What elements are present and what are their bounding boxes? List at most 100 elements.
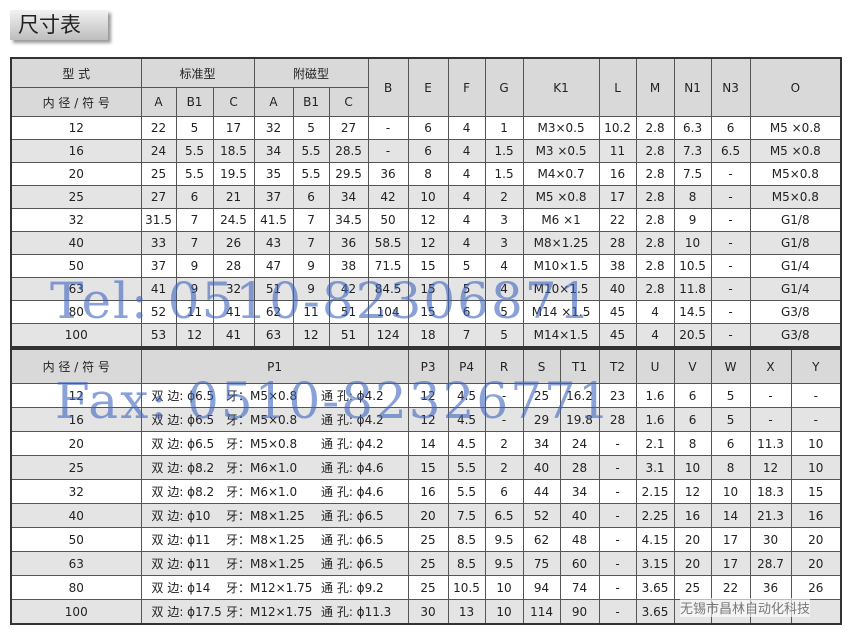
- cell: 6: [407, 139, 449, 163]
- header-cell: N1: [673, 57, 712, 117]
- cell: 4.15: [635, 527, 675, 552]
- cell: M5×0.8: [749, 185, 842, 209]
- cell: 12: [10, 116, 142, 140]
- header-cell: 标准型: [140, 57, 255, 88]
- cell: G1/8: [749, 208, 842, 232]
- cell: 34: [559, 479, 600, 504]
- cell: 3: [484, 208, 524, 232]
- cell: 双 边: ϕ6.5: [140, 407, 226, 432]
- cell: 40: [10, 503, 142, 528]
- table-row: 16 24 5.5 18.5 34 5.5 28.5-6 4 1.5 M3 ×0.5 11 2.8 7.…: [10, 139, 842, 163]
- cell: 63: [10, 277, 142, 301]
- cell: 通 孔: ϕ4.6: [321, 479, 409, 504]
- cell: -: [749, 407, 792, 432]
- table-row: 内 径 / 符 号 A B1 C A B1 C: [10, 87, 841, 117]
- cell: 8: [710, 455, 751, 480]
- table-row: 32 31.5 7 24.5 41.5 7 34.5 50 12 4 3 M6 ×1 22 2.8 9- G1…: [10, 208, 842, 232]
- cell: 7.5: [673, 162, 712, 186]
- cell: 5: [292, 116, 330, 140]
- cell: 11: [292, 300, 330, 324]
- cell: 18.5: [212, 139, 255, 163]
- cell: 47: [253, 254, 294, 278]
- cell: 45: [598, 300, 637, 324]
- cell: 32: [253, 116, 294, 140]
- table-row: 63 双 边: ϕ11 牙：M8×1.25 通 孔: ϕ6.5 25 8.5 9.5 75 60…: [10, 551, 842, 576]
- cell: G3/8: [749, 300, 842, 324]
- cell: 80: [10, 575, 142, 600]
- table-row: 12 22 5 17 32 5 27-6 4 1 M3×0.5 10.2 2.8 6.3 6 M5 ×0.8: [10, 116, 842, 140]
- cell: 牙：M6×1.0: [226, 479, 321, 504]
- cell: 31.5: [140, 208, 177, 232]
- cell: 21.3: [749, 503, 792, 528]
- cell: 3.65: [635, 575, 675, 600]
- header-cell: S: [522, 348, 561, 384]
- header-cell: O: [749, 57, 842, 117]
- cell: 51: [328, 300, 369, 324]
- cell: 29: [522, 407, 561, 432]
- cell: 通 孔: ϕ4.2: [321, 383, 409, 408]
- cell: 9.5: [484, 551, 524, 576]
- table-row: 50 双 边: ϕ11 牙：M8×1.25 通 孔: ϕ6.5 25 8.5 9.5 62 48…: [10, 527, 842, 552]
- cell: 63: [253, 323, 294, 348]
- cell: -: [598, 527, 637, 552]
- header-cell: P4: [447, 348, 486, 384]
- cell: M3×0.5: [522, 116, 600, 140]
- cell: 5.5: [175, 162, 214, 186]
- header-cell: X: [749, 348, 792, 384]
- table-row: 50 37 9 28 47 9 38 71.5 15 5 4 M10×1.5 38 2.8 10.5- G1/…: [10, 254, 842, 278]
- cell: 94: [522, 575, 561, 600]
- cell: 2.8: [635, 139, 675, 163]
- cell: 25: [673, 575, 712, 600]
- cell: 7: [447, 323, 486, 348]
- cell: 4: [447, 116, 486, 140]
- cell: 34: [253, 139, 294, 163]
- header-cell: L: [598, 57, 637, 117]
- cell: 25: [10, 185, 142, 209]
- title: 尺寸表: [10, 10, 108, 40]
- cell: 9.5: [484, 527, 524, 552]
- cell: 28: [212, 254, 255, 278]
- cell: 6.5: [710, 139, 751, 163]
- cell: 双 边: ϕ8.2: [140, 455, 226, 480]
- cell: 100: [10, 323, 142, 348]
- watermark: Tel: 0510-82306871: [50, 272, 593, 330]
- cell: 1.5: [484, 162, 524, 186]
- cell: 7.5: [447, 503, 486, 528]
- cell: 通 孔: ϕ4.2: [321, 407, 409, 432]
- cell: -: [598, 479, 637, 504]
- header-cell: B: [367, 57, 409, 117]
- cell: 2: [484, 455, 524, 480]
- cell: 22: [598, 208, 637, 232]
- cell: 25: [522, 383, 561, 408]
- cell: 28.5: [328, 139, 369, 163]
- cell: 20: [790, 527, 842, 552]
- cell: 6: [710, 431, 751, 456]
- cell: 17: [710, 527, 751, 552]
- cell: -: [710, 323, 751, 348]
- cell: -: [367, 139, 409, 163]
- cell: 双 边: ϕ14: [140, 575, 226, 600]
- cell: 7: [175, 231, 214, 255]
- cell: 28.7: [749, 551, 792, 576]
- cell: G1/8: [749, 231, 842, 255]
- cell: 38: [598, 254, 637, 278]
- cell: 15: [407, 455, 449, 480]
- cell: 4: [635, 300, 675, 324]
- cell: 通 孔: ϕ11.3: [321, 599, 409, 625]
- cell: 14: [710, 503, 751, 528]
- cell: 1.6: [635, 407, 675, 432]
- cell: 42: [367, 185, 409, 209]
- cell: 5.5: [175, 139, 214, 163]
- cell: 30: [749, 527, 792, 552]
- header-cell: Y: [790, 348, 842, 384]
- header-cell: V: [673, 348, 712, 384]
- cell: 7.3: [673, 139, 712, 163]
- cell: -: [710, 208, 751, 232]
- cell: -: [710, 162, 751, 186]
- dimension-table-1: 型 式标准型 附磁型 B E F G K1 L M N1 N3 O 内 径 / 符 号 A B1 C A B1 C 1…: [10, 57, 843, 348]
- cell: 32: [10, 208, 142, 232]
- cell: 17: [212, 116, 255, 140]
- cell: 44: [522, 479, 561, 504]
- cell: 12: [407, 208, 449, 232]
- cell: 4: [635, 323, 675, 348]
